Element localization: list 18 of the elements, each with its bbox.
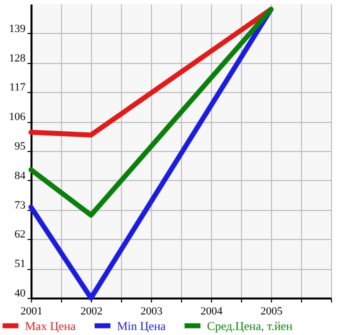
legend-label: Min Цена (117, 318, 166, 333)
y-tick-label: 117 (9, 82, 26, 94)
x-tick-label: 2002 (80, 306, 102, 318)
y-tick-label: 95 (14, 140, 26, 152)
y-tick-label: 40 (14, 288, 26, 300)
y-tick-label: 51 (14, 258, 26, 270)
y-tick-label: 62 (14, 228, 26, 241)
y-tick-label: 128 (9, 52, 26, 64)
y-tick-label: 106 (9, 111, 26, 124)
x-tick-label: 2003 (140, 306, 163, 318)
y-tick-label: 73 (14, 199, 26, 212)
legend-label: Max Цена (25, 318, 76, 333)
x-tick-label: 2001 (20, 306, 42, 318)
y-tick-label: 139 (9, 22, 26, 35)
x-tick-label: 2005 (260, 306, 283, 318)
legend-label: Сред.Цена, т.йен (207, 318, 294, 333)
y-tick-label: 84 (14, 170, 26, 182)
x-tick-label: 2004 (200, 306, 223, 318)
